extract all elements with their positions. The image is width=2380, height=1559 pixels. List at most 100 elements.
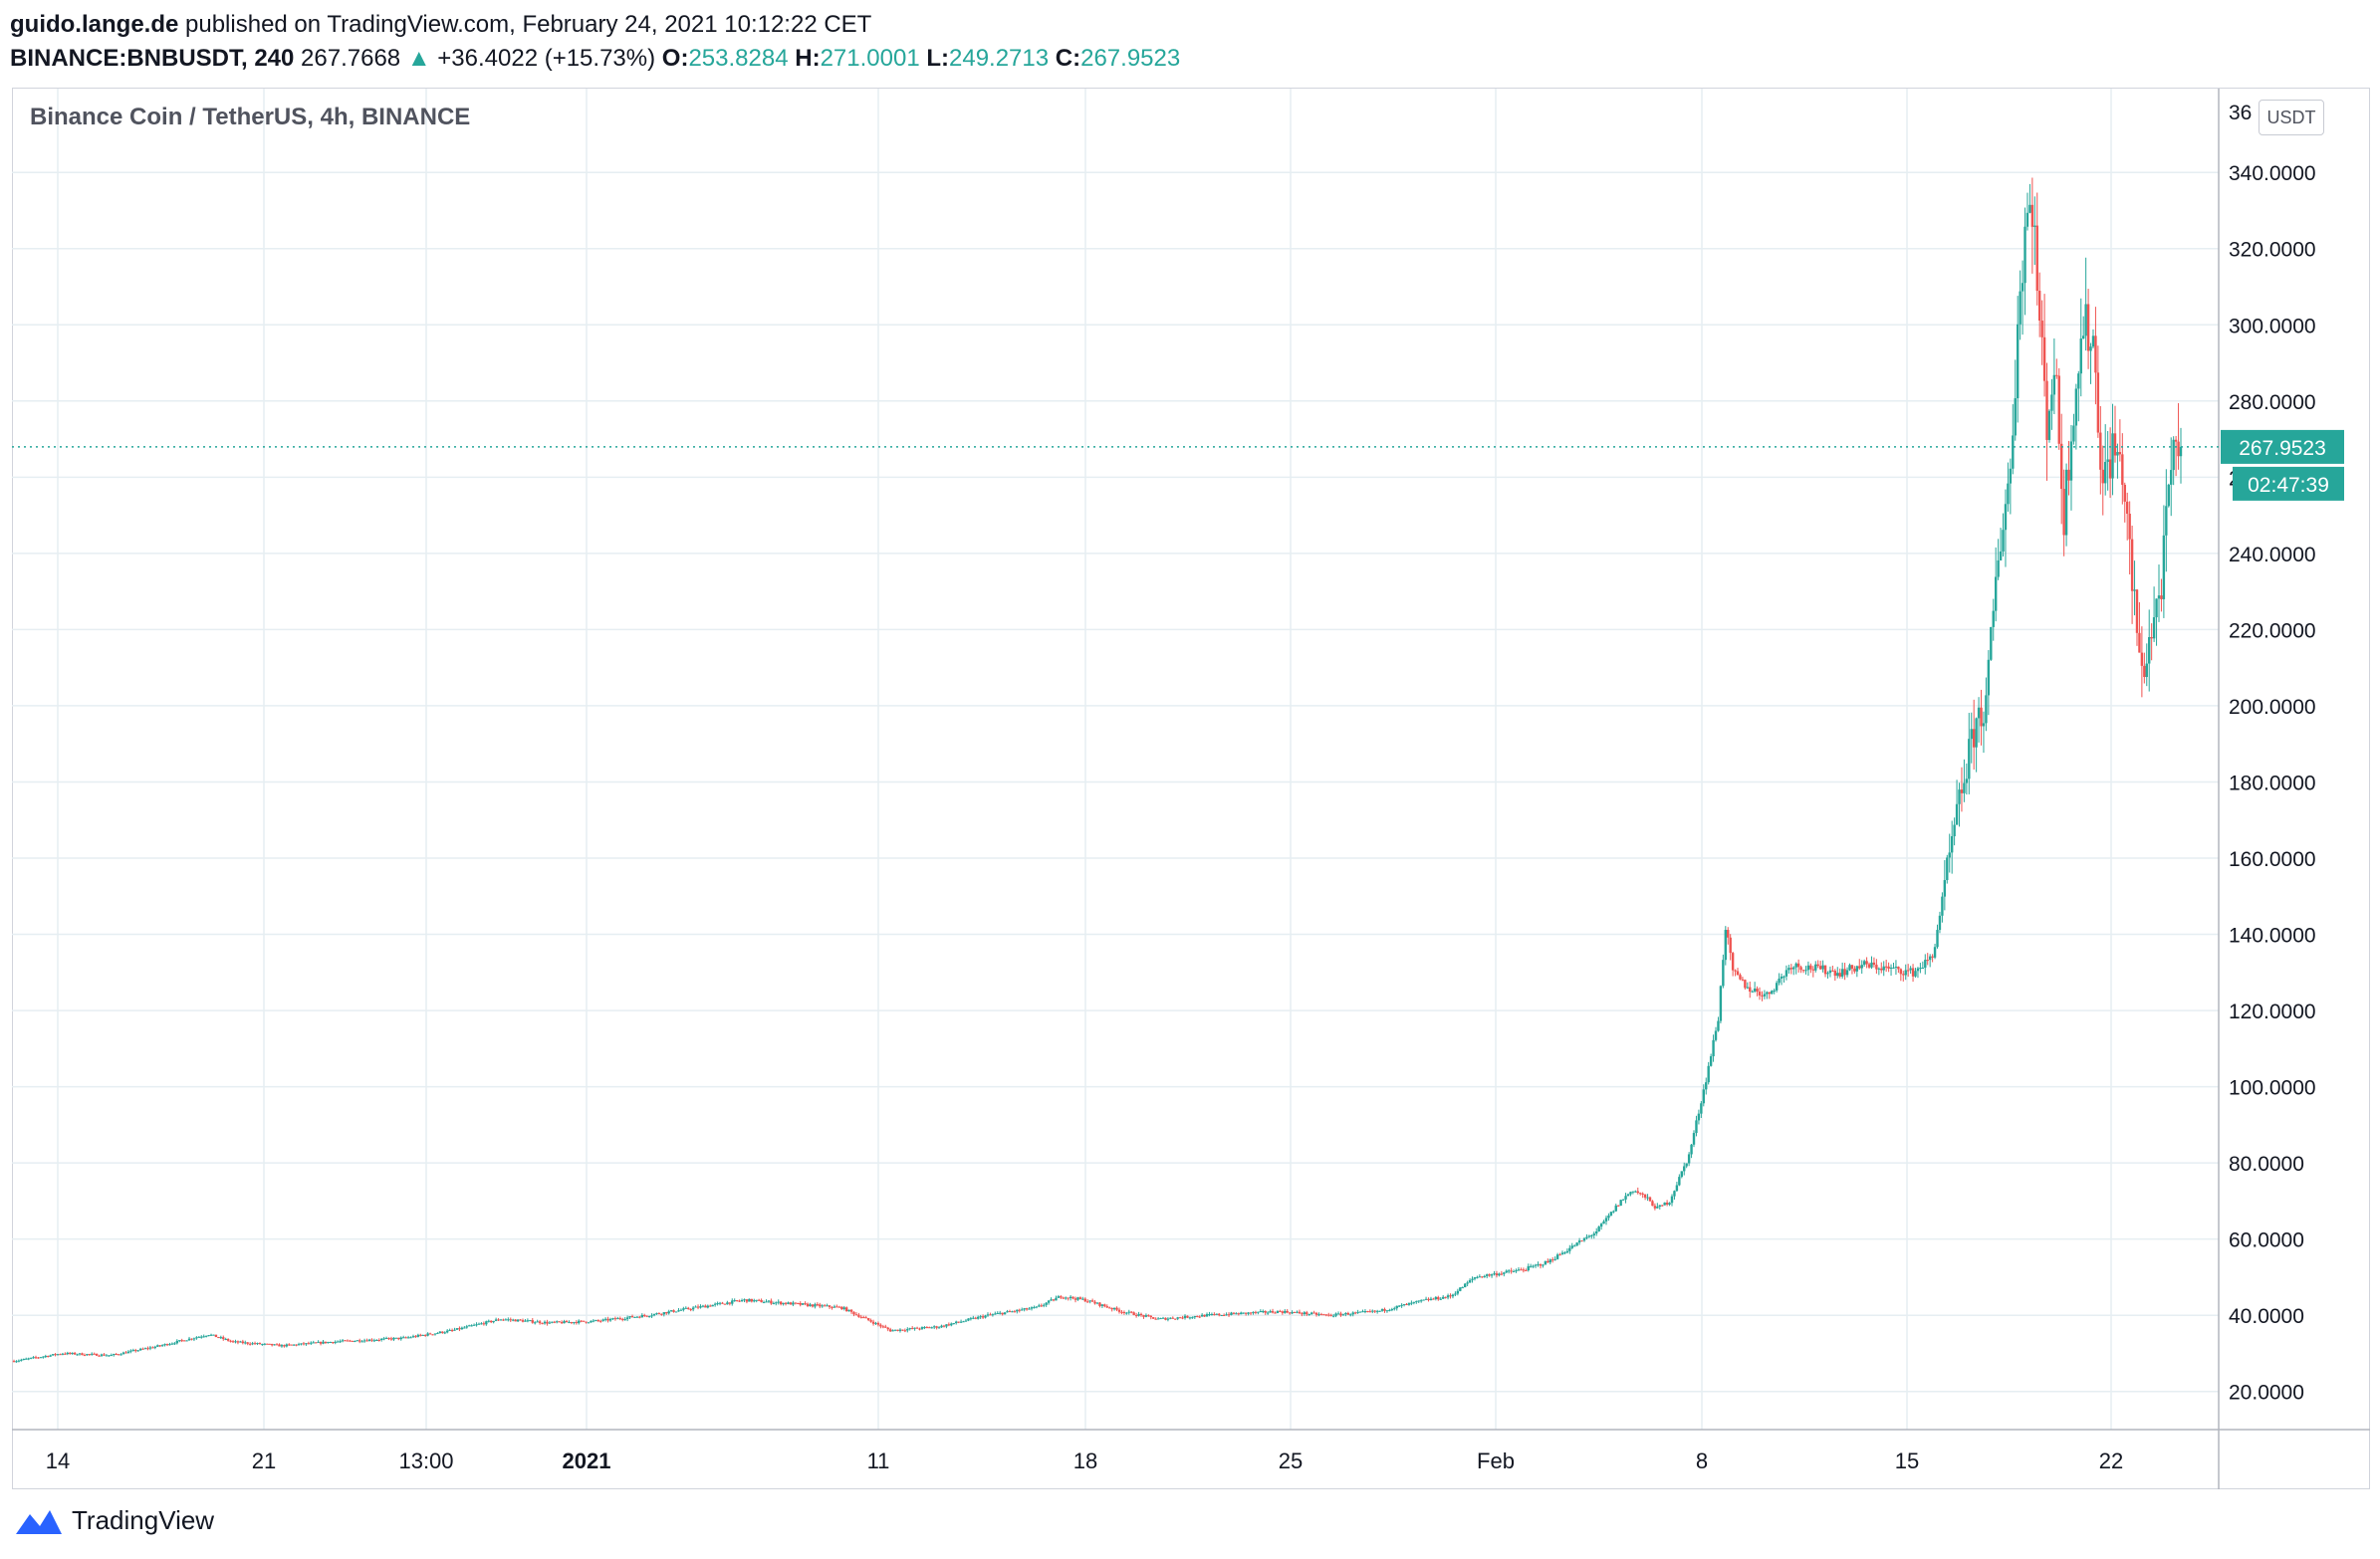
published-text: published on TradingView.com, February 2…	[185, 11, 872, 38]
candle-body	[580, 1320, 583, 1322]
candle-body	[25, 1358, 28, 1360]
tradingview-logo-icon[interactable]	[14, 1506, 64, 1536]
candle-body	[1609, 1212, 1613, 1216]
candle-body	[743, 1299, 746, 1301]
candle-body	[770, 1300, 773, 1304]
candle-body	[83, 1355, 87, 1357]
candle-body	[1142, 1315, 1145, 1317]
candle-body	[1424, 1298, 1428, 1300]
open-label: O:	[661, 45, 689, 72]
candle-body	[996, 1312, 999, 1314]
candle-body	[1088, 1300, 1091, 1302]
chart-frame[interactable]	[12, 88, 2370, 1489]
candle-body	[901, 1329, 904, 1331]
candle-body	[706, 1305, 710, 1308]
candle-body	[1244, 1312, 1248, 1314]
candle-body	[2133, 589, 2136, 591]
candle-body	[903, 1330, 907, 1332]
candle-body	[134, 1350, 137, 1352]
candle-body	[721, 1302, 724, 1304]
low-label: L:	[926, 45, 949, 72]
chart-title: Binance Coin / TetherUS, 4h, BINANCE	[30, 104, 471, 130]
candle-body	[1093, 1301, 1096, 1304]
candle-body	[1476, 1276, 1479, 1278]
candle-body	[2028, 204, 2031, 213]
candle-body	[1293, 1311, 1297, 1313]
candle-body	[735, 1300, 739, 1302]
candle-body	[1441, 1296, 1445, 1299]
candle-body	[1327, 1314, 1330, 1316]
candle-body	[20, 1359, 23, 1361]
x-tick-label: 21	[252, 1448, 276, 1473]
candle-body	[42, 1356, 45, 1358]
candle-body	[618, 1318, 621, 1320]
candle-body	[1933, 947, 1937, 958]
candle-body	[638, 1316, 641, 1318]
y-tick-label: 180.0000	[2229, 772, 2316, 794]
candle-body	[573, 1322, 576, 1324]
candle-body	[1200, 1314, 1204, 1317]
candle-body	[1641, 1193, 1644, 1195]
candle-body	[932, 1326, 936, 1328]
candle-body	[1840, 969, 1844, 977]
candle-body	[324, 1341, 328, 1344]
candle-body	[138, 1348, 142, 1351]
candle-body	[630, 1316, 634, 1318]
candle-body	[999, 1312, 1002, 1314]
candle-body	[2157, 595, 2161, 599]
candle-body	[124, 1352, 127, 1354]
candle-body	[935, 1326, 938, 1328]
candle-body	[2004, 504, 2008, 531]
candle-body	[1753, 988, 1757, 992]
candle-body	[1073, 1298, 1077, 1300]
candle-body	[512, 1319, 515, 1321]
candle-body	[543, 1321, 547, 1324]
candle-body	[197, 1336, 201, 1338]
candle-body	[694, 1306, 697, 1308]
candle-body	[753, 1300, 756, 1302]
candle-body	[494, 1319, 498, 1321]
candle-body	[1298, 1311, 1302, 1314]
candle-body	[93, 1353, 96, 1355]
candle-body	[1366, 1311, 1369, 1313]
author-name[interactable]: guido.lange.de	[10, 11, 179, 38]
candle-body	[251, 1343, 254, 1345]
brand-name[interactable]: TradingView	[72, 1505, 215, 1535]
candle-body	[643, 1314, 646, 1316]
footer: TradingView	[14, 1505, 214, 1536]
candle-body	[455, 1328, 459, 1330]
candle-body	[1191, 1317, 1194, 1319]
candle-body	[54, 1354, 57, 1356]
candle-body	[1227, 1314, 1231, 1316]
candle-body	[1419, 1300, 1423, 1302]
axes: 20.0000 40.0000 60.0000 80.0000 100.0000 120.…	[12, 89, 2370, 1489]
candle-body	[2089, 346, 2092, 351]
candle-body	[516, 1319, 520, 1322]
candle-body	[431, 1334, 434, 1336]
candle-body	[1215, 1313, 1219, 1315]
candle-body	[173, 1343, 176, 1345]
candle-body	[1537, 1263, 1540, 1265]
grid-lines	[12, 89, 2219, 1430]
candle-body	[81, 1353, 84, 1356]
candle-body	[151, 1347, 154, 1349]
candle-body	[2104, 461, 2107, 484]
x-tick-label: 8	[1696, 1448, 1708, 1473]
candle-body	[1161, 1317, 1165, 1319]
candle-body	[1577, 1240, 1581, 1243]
candle-body	[2086, 304, 2090, 351]
candle-body	[974, 1317, 977, 1319]
candle-body	[463, 1327, 466, 1329]
candle-body	[27, 1358, 30, 1360]
candle-body	[1687, 1154, 1691, 1164]
candle-body	[809, 1304, 812, 1307]
candle-body	[1397, 1305, 1401, 1307]
candle-body	[1665, 1202, 1669, 1205]
candle-body	[1599, 1224, 1603, 1227]
candle-body	[1894, 966, 1898, 968]
candle-body	[1076, 1297, 1079, 1300]
candle-body	[1060, 1296, 1063, 1298]
candle-body	[146, 1348, 149, 1350]
unit-badge[interactable]: USDT	[2259, 100, 2324, 135]
